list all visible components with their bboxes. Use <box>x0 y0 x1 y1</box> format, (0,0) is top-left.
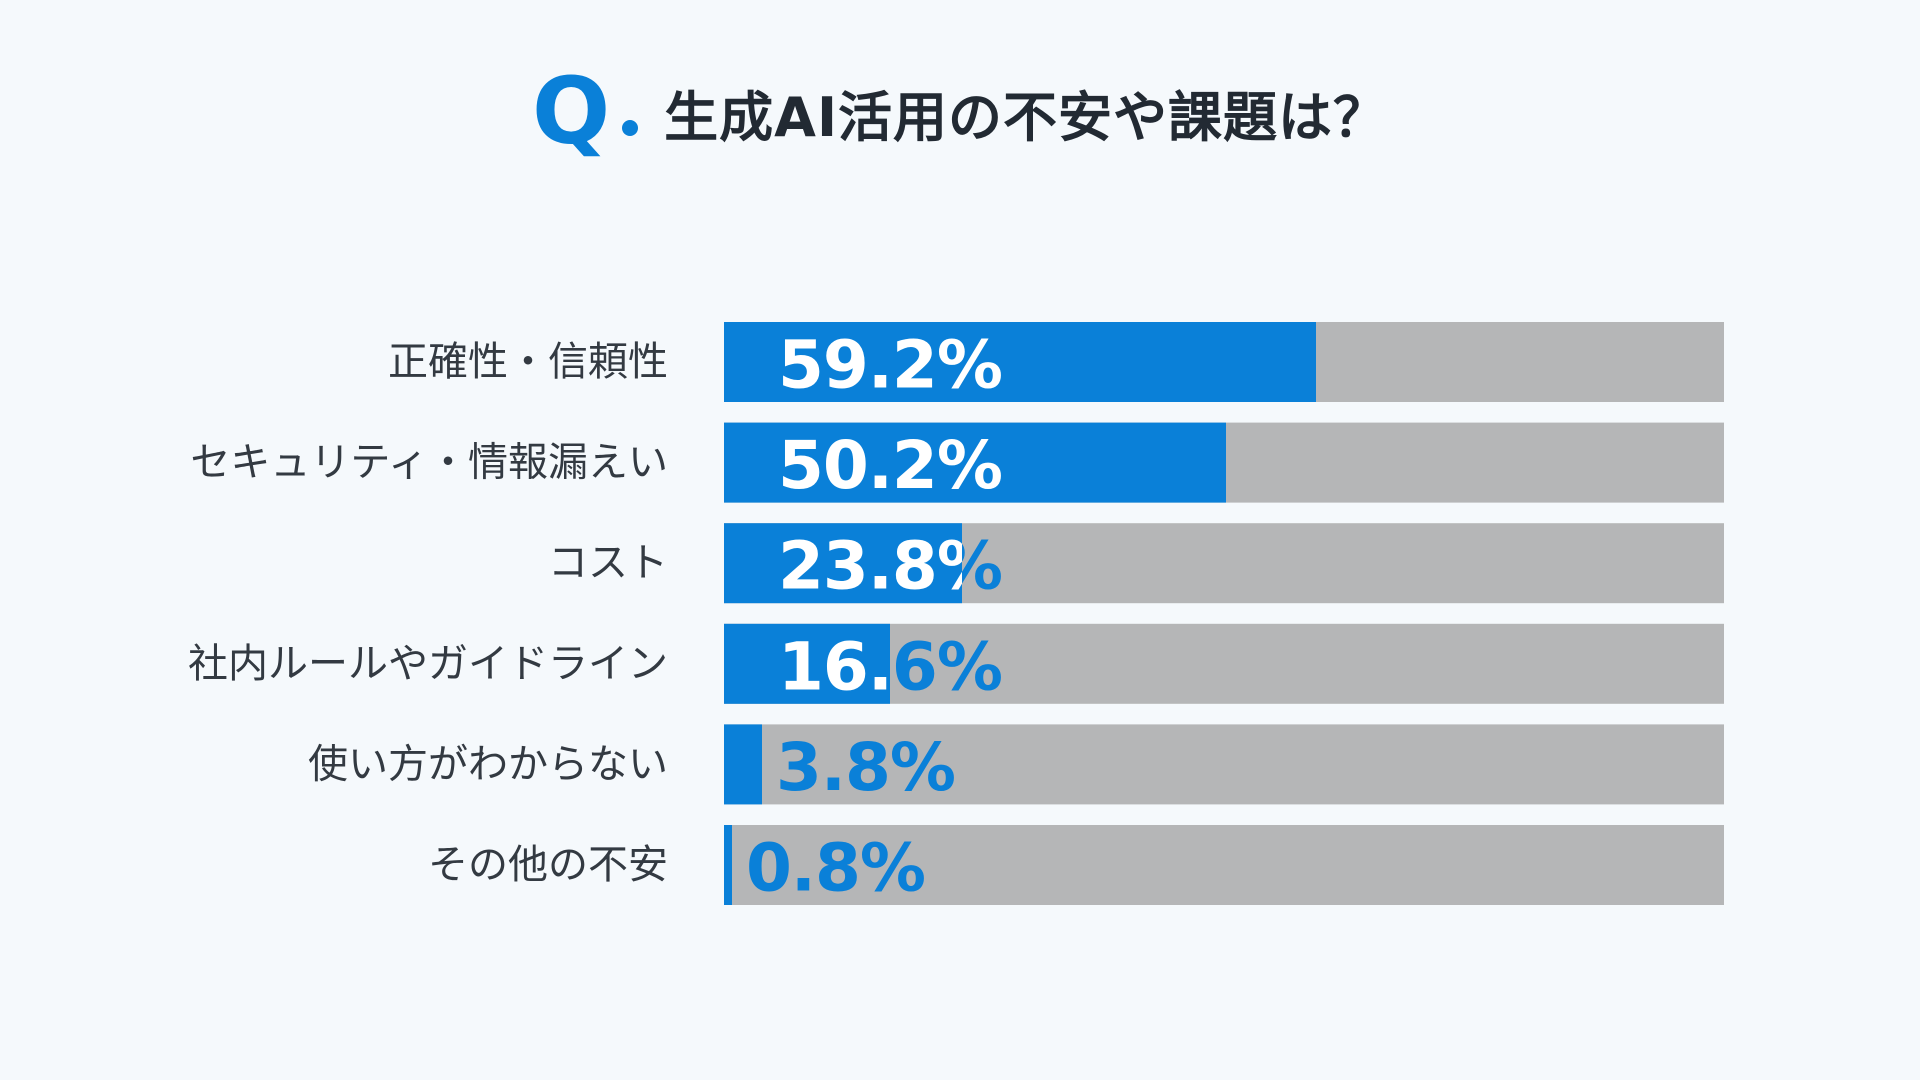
title-row: Q 生成AI活用の不安や課題は？ <box>0 66 1920 158</box>
value-label: 50.2% <box>778 427 1002 504</box>
bar-track <box>724 724 1724 805</box>
bar-fill <box>724 523 962 604</box>
page-title: 生成AI活用の不安や課題は？ <box>664 85 1389 149</box>
bar-fill <box>724 825 732 905</box>
bar-row: 社内ルールやガイドライン 16.6%16.6% <box>188 623 1724 705</box>
value-label-on-bar: 23.8% <box>778 528 1002 605</box>
value-label: 3.8% <box>776 729 955 806</box>
chart-rows: 正確性・信頼性 59.2%59.2%セキュリティ・情報漏えい 50.2%50.2%コ… <box>188 322 1724 907</box>
category-label: 使い方がわからない <box>308 741 668 787</box>
value-label: 23.8% <box>778 528 1002 605</box>
value-label: 59.2% <box>778 327 1002 404</box>
bar-track <box>724 623 1724 704</box>
category-label: 社内ルールやガイドライン <box>188 641 668 687</box>
bar-fill <box>724 322 1316 402</box>
bar-fill <box>724 623 890 704</box>
q-mark: Q <box>531 58 611 165</box>
bar-row: コスト 23.8%23.8% <box>548 523 1724 605</box>
bar-row: 正確性・信頼性 59.2%59.2% <box>388 322 1724 404</box>
q-dot <box>622 120 639 136</box>
category-label: コスト <box>548 540 668 586</box>
value-label: 16.6% <box>778 628 1002 705</box>
category-label: その他の不安 <box>428 842 668 888</box>
value-label-on-bar: 16.6% <box>778 628 1002 705</box>
bar-track <box>724 825 1724 905</box>
category-label: セキュリティ・情報漏えい <box>190 440 668 486</box>
bar-row: セキュリティ・情報漏えい 50.2%50.2% <box>190 422 1724 504</box>
value-label-on-bar: 50.2% <box>778 427 1002 504</box>
value-label: 0.8% <box>746 830 925 907</box>
bar-fill <box>724 422 1226 503</box>
value-label-on-bar: 59.2% <box>778 327 1002 404</box>
bar-fill <box>724 724 762 805</box>
category-label: 正確性・信頼性 <box>388 339 668 385</box>
